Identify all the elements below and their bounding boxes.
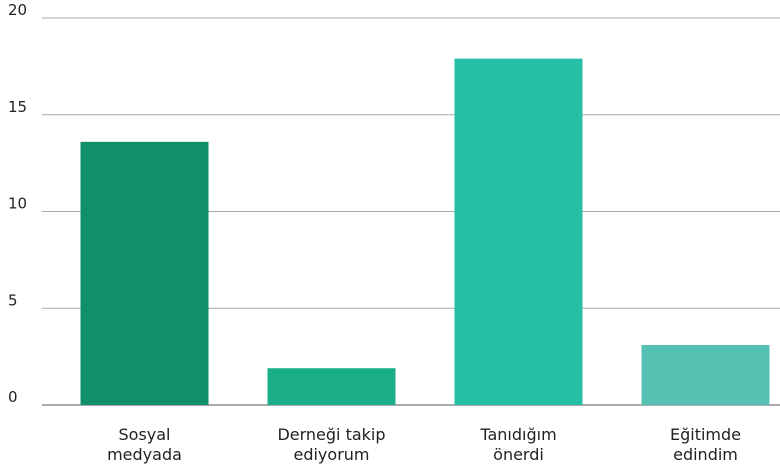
bar	[641, 345, 770, 405]
bar	[267, 368, 396, 405]
y-tick-label: 0	[8, 388, 18, 406]
x-tick-label: Eğitimde edindim	[669, 425, 741, 464]
y-tick-label: 20	[8, 1, 27, 19]
y-tick-label: 5	[8, 291, 18, 309]
bar	[80, 141, 209, 405]
x-tick-label: Derneği takip ediyorum	[277, 425, 386, 464]
x-tick-label: Sosyal medyada gördüm	[107, 425, 182, 468]
bar	[454, 58, 583, 405]
y-tick-label: 15	[8, 98, 27, 116]
x-tick-label: Tanıdığım önerdi	[480, 425, 557, 464]
y-tick-label: 10	[8, 195, 27, 213]
